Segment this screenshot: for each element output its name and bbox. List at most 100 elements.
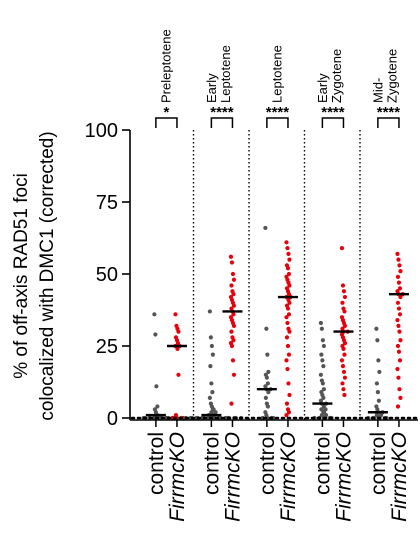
- data-point-firrmcko: [286, 352, 292, 357]
- y-axis: 0 25 50 75 100: [85, 120, 131, 430]
- x-tick-label: control: [145, 432, 168, 495]
- data-point-firrmcko: [231, 277, 237, 282]
- data-point-control: [210, 352, 215, 357]
- data-point-control: [152, 415, 157, 421]
- y-tick-label: 25: [96, 336, 118, 358]
- data-point-firrmcko: [342, 352, 347, 357]
- data-point-firrmcko: [229, 283, 234, 288]
- data-point-firrmcko: [284, 358, 289, 363]
- data-point-control: [318, 320, 323, 326]
- data-point-firrmcko: [285, 343, 291, 349]
- data-point-firrmcko: [341, 387, 346, 392]
- data-point-firrmcko: [395, 317, 400, 323]
- data-point-firrmcko: [395, 343, 401, 349]
- y-axis-title-line-2: colocalized with DMC1 (corrected): [37, 131, 58, 420]
- data-point-firrmcko: [342, 309, 347, 314]
- data-point-control: [207, 395, 212, 400]
- data-point-control: [264, 326, 269, 331]
- data-point-firrmcko: [285, 306, 291, 311]
- data-point-firrmcko: [284, 413, 289, 418]
- significance-bracket: [377, 117, 400, 128]
- data-point-firrmcko: [229, 343, 235, 349]
- x-tick-label: FirrmcKO: [277, 432, 300, 522]
- data-point-firrmcko: [397, 312, 403, 317]
- data-point-control: [320, 338, 325, 343]
- x-tick-label: FirrmcKO: [166, 432, 189, 522]
- data-point-firrmcko: [396, 349, 402, 354]
- stage-separators: [192, 130, 361, 420]
- data-point-firrmcko: [230, 358, 236, 363]
- data-point-firrmcko: [342, 392, 347, 398]
- data-point-firrmcko: [284, 401, 290, 406]
- data-point-control: [208, 364, 213, 369]
- data-point-control: [374, 381, 379, 386]
- data-point-firrmcko: [287, 300, 292, 305]
- data-point-control: [321, 364, 326, 369]
- data-point-firrmcko: [341, 369, 347, 375]
- data-point-firrmcko: [340, 300, 345, 305]
- data-point-control: [265, 381, 270, 386]
- data-point-firrmcko: [397, 286, 403, 291]
- data-point-firrmcko: [396, 280, 402, 285]
- data-point-control: [155, 404, 160, 409]
- data-point-firrmcko: [231, 312, 236, 317]
- data-point-firrmcko: [396, 306, 402, 311]
- data-point-firrmcko: [396, 323, 401, 328]
- data-point-firrmcko: [395, 404, 401, 409]
- significance-brackets: * **** **** **** ****: [155, 104, 400, 128]
- significance-label: ****: [321, 104, 345, 121]
- stage-name-label: Zygotene: [384, 49, 399, 103]
- data-point-firrmcko: [231, 323, 237, 328]
- median-lines: [145, 292, 409, 417]
- data-point-control: [375, 338, 380, 343]
- significance-label: ****: [210, 104, 234, 121]
- data-point-firrmcko: [229, 329, 234, 334]
- data-point-firrmcko: [395, 366, 400, 372]
- data-point-firrmcko: [395, 274, 401, 279]
- data-point-firrmcko: [397, 329, 402, 334]
- data-point-firrmcko: [342, 294, 348, 300]
- data-point-firrmcko: [396, 375, 401, 380]
- data-point-control: [206, 415, 211, 421]
- x-tick-label: FirrmcKO: [221, 432, 244, 522]
- significance-bracket: [155, 117, 178, 128]
- data-point-firrmcko: [285, 266, 291, 271]
- data-point-firrmcko: [342, 341, 348, 346]
- data-point-firrmcko: [286, 312, 292, 317]
- data-point-control: [321, 343, 326, 349]
- y-tick-label: 75: [96, 192, 118, 214]
- data-point-control: [319, 352, 324, 357]
- y-axis-title: % of off-axis RAD51 foci colocalized wit…: [11, 131, 58, 420]
- significance-bracket: [210, 117, 234, 128]
- data-point-control: [266, 389, 271, 395]
- data-point-firrmcko: [397, 387, 402, 392]
- data-point-firrmcko: [228, 254, 234, 259]
- significance-label: *: [163, 104, 169, 121]
- data-point-firrmcko: [396, 257, 401, 262]
- data-point-control: [152, 312, 157, 317]
- data-point-control: [209, 343, 214, 349]
- data-point-firrmcko: [287, 257, 292, 262]
- data-point-control: [265, 352, 270, 357]
- x-tick-label: control: [256, 432, 279, 495]
- data-point-control: [153, 332, 158, 337]
- data-point-firrmcko: [285, 366, 290, 372]
- data-point-firrmcko: [231, 372, 237, 377]
- data-point-firrmcko: [231, 292, 236, 297]
- data-point-control: [209, 381, 214, 386]
- data-point-control: [375, 389, 380, 395]
- y-tick-label: 50: [96, 264, 118, 286]
- data-point-firrmcko: [284, 315, 289, 320]
- data-point-control: [154, 384, 159, 389]
- data-point-firrmcko: [339, 358, 345, 363]
- data-point-firrmcko: [230, 271, 236, 277]
- significance-bracket: [321, 117, 345, 128]
- data-point-firrmcko: [340, 283, 346, 288]
- x-tick-label: FirrmcKO: [388, 432, 411, 522]
- data-point-control: [207, 309, 212, 314]
- data-point-control: [321, 387, 326, 392]
- data-point-control: [266, 369, 271, 375]
- x-tick-label: control: [367, 432, 390, 495]
